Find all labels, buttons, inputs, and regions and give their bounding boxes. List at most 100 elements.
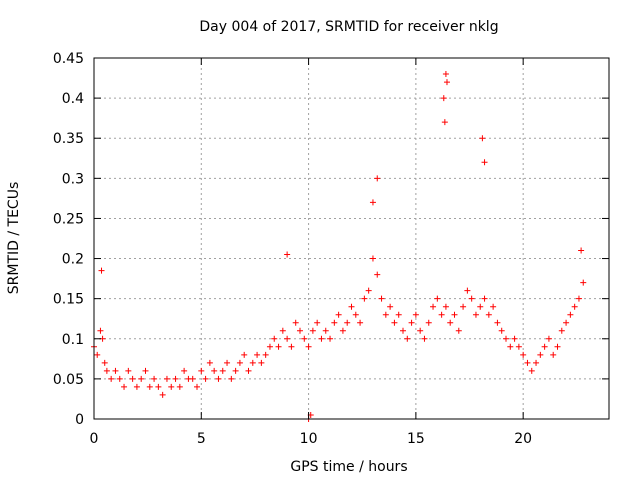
data-point [266, 343, 273, 350]
data-point [241, 351, 248, 358]
data-point [563, 319, 570, 326]
data-point [382, 311, 389, 318]
data-point [206, 359, 213, 366]
data-point [163, 375, 170, 382]
data-point [168, 383, 175, 390]
data-point [430, 303, 437, 310]
data-point [479, 135, 486, 142]
data-point [271, 335, 278, 342]
y-tick-label: 0.35 [53, 131, 84, 147]
data-point [494, 319, 501, 326]
data-point [554, 343, 561, 350]
data-point [352, 311, 359, 318]
data-point [292, 319, 299, 326]
data-point [228, 375, 235, 382]
data-point [578, 247, 585, 254]
data-points [91, 71, 587, 422]
y-tick-label: 0.1 [62, 332, 84, 348]
data-point [357, 319, 364, 326]
plot-frame [93, 57, 610, 420]
data-point [550, 351, 557, 358]
data-point [254, 351, 261, 358]
data-point [305, 343, 312, 350]
data-point [155, 383, 162, 390]
data-point [262, 351, 269, 358]
data-point [198, 367, 205, 374]
data-point [219, 367, 226, 374]
y-tick-label: 0.2 [62, 252, 84, 268]
y-tick-labels: 0 0.05 0.1 0.15 0.2 0.25 0.3 0.35 0.4 0.45 [53, 51, 84, 428]
data-point [101, 359, 108, 366]
data-point [297, 327, 303, 334]
data-point [477, 303, 484, 310]
data-point [189, 375, 196, 382]
data-point [468, 295, 475, 302]
data-point [503, 335, 509, 342]
y-tick-label: 0 [75, 412, 84, 428]
data-point [97, 327, 104, 334]
data-point [284, 335, 291, 342]
data-point [395, 311, 402, 318]
data-point [309, 327, 316, 334]
data-point [318, 335, 325, 342]
data-point [541, 343, 548, 350]
data-point [567, 311, 574, 318]
y-tick-label: 0.4 [62, 91, 84, 107]
data-point [408, 319, 415, 326]
data-point [425, 319, 432, 326]
data-point [232, 367, 239, 374]
data-point [194, 383, 200, 390]
data-point [365, 287, 372, 294]
data-point [391, 319, 398, 326]
data-point [369, 199, 376, 206]
data-point [485, 311, 492, 318]
data-point [481, 295, 488, 302]
data-point [378, 295, 385, 302]
data-point [520, 351, 527, 358]
data-point [339, 327, 346, 334]
data-point [98, 267, 105, 274]
data-point [314, 319, 321, 326]
data-point [558, 327, 565, 334]
data-point [575, 295, 582, 302]
data-point [507, 343, 514, 350]
data-point [443, 79, 450, 86]
data-point [515, 343, 522, 350]
data-point [172, 375, 179, 382]
data-point [511, 335, 518, 342]
data-point [438, 311, 445, 318]
data-point [361, 295, 368, 302]
x-tick-label: 20 [514, 431, 532, 447]
data-point [322, 327, 329, 334]
data-point [533, 359, 540, 366]
data-point [224, 359, 231, 366]
data-point [441, 119, 448, 126]
data-point [417, 327, 424, 334]
data-point [442, 303, 449, 310]
data-point [472, 311, 479, 318]
x-tick-label: 5 [197, 431, 206, 447]
data-point [116, 375, 123, 382]
data-point [412, 311, 419, 318]
data-point [335, 311, 342, 318]
data-point [464, 287, 471, 294]
data-point [284, 251, 291, 258]
data-point [121, 383, 128, 390]
y-tick-label: 0.05 [53, 372, 84, 388]
data-point [236, 359, 243, 366]
data-point [404, 335, 411, 342]
data-point [288, 343, 295, 350]
data-point [125, 367, 132, 374]
x-tick-label: 15 [407, 431, 425, 447]
data-point [249, 359, 256, 366]
data-point [460, 303, 467, 310]
data-point [112, 367, 119, 374]
x-axis-label: GPS time / hours [290, 459, 407, 475]
data-point [421, 335, 428, 342]
data-point [211, 367, 218, 374]
x-tick-label: 0 [90, 431, 99, 447]
data-point [524, 359, 531, 366]
data-point [202, 375, 209, 382]
x-tick-label: 10 [300, 431, 318, 447]
